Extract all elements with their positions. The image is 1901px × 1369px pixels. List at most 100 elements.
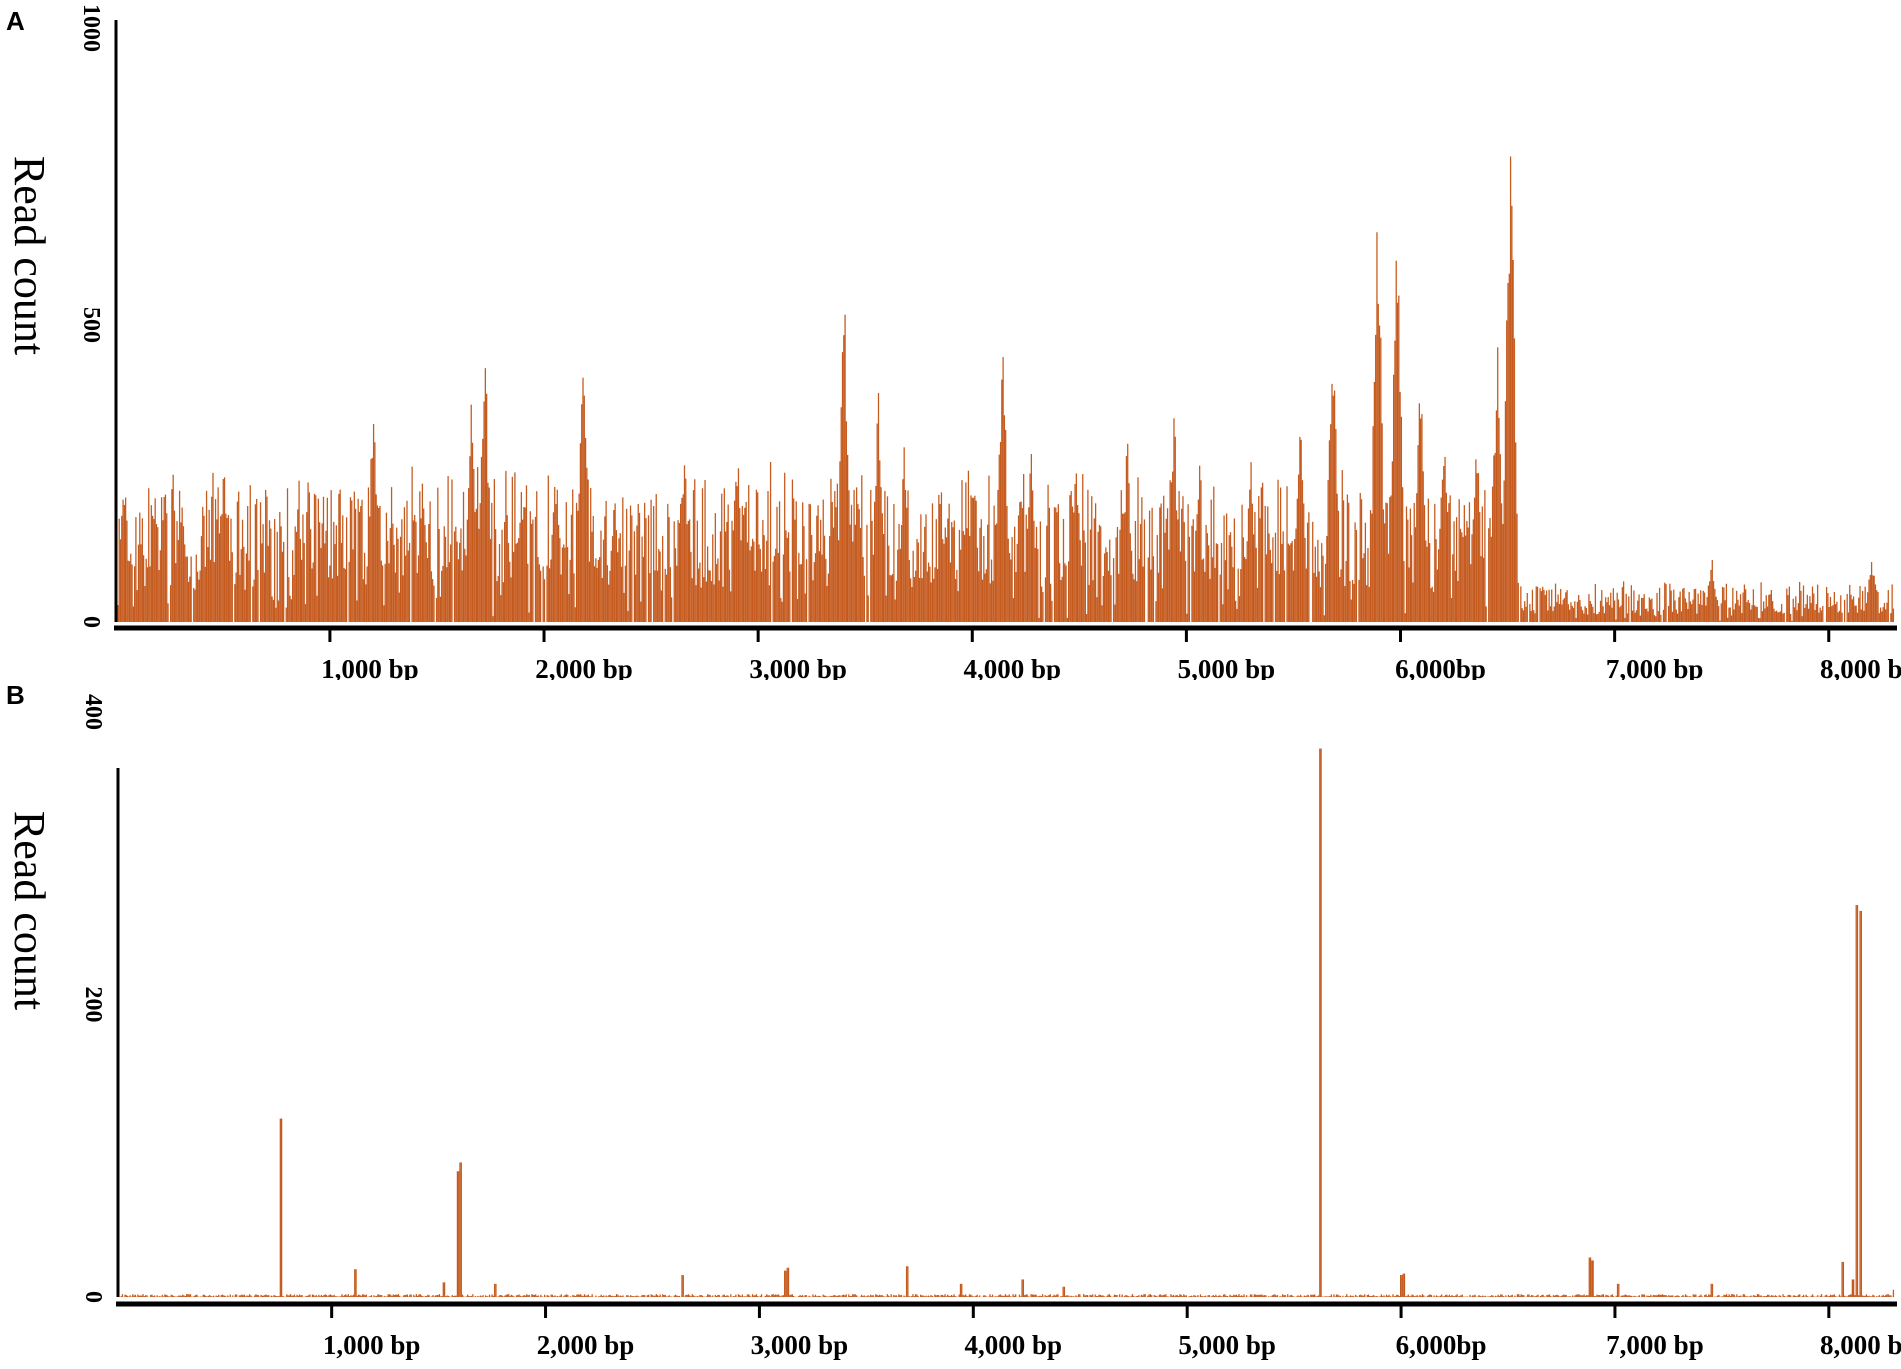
coverage-bar xyxy=(867,1295,869,1297)
coverage-bar xyxy=(492,1295,494,1297)
coverage-bar xyxy=(555,504,557,622)
coverage-bar xyxy=(1319,748,1321,1297)
coverage-bar xyxy=(1096,597,1098,622)
coverage-bar xyxy=(1807,608,1810,622)
coverage-bar xyxy=(1314,1294,1316,1297)
coverage-bar xyxy=(513,1296,515,1297)
coverage-bar xyxy=(1567,604,1570,622)
coverage-bar xyxy=(1197,1295,1199,1297)
coverage-bar xyxy=(739,1295,741,1297)
coverage-bar xyxy=(1462,536,1464,622)
coverage-bar xyxy=(200,1296,202,1297)
coverage-bar xyxy=(602,539,605,622)
coverage-bar xyxy=(1169,480,1171,622)
coverage-bar xyxy=(1507,1294,1510,1297)
coverage-bar xyxy=(1716,1295,1719,1297)
coverage-bar xyxy=(342,515,344,622)
coverage-bar xyxy=(1429,543,1431,622)
coverage-bar xyxy=(875,485,877,622)
coverage-bar xyxy=(1149,1294,1152,1297)
coverage-bar xyxy=(190,556,192,622)
coverage-bar xyxy=(644,502,646,622)
coverage-bar xyxy=(1071,506,1074,622)
coverage-bar xyxy=(353,491,355,622)
coverage-bar xyxy=(274,1295,276,1297)
coverage-bar xyxy=(1165,518,1167,622)
coverage-bar xyxy=(412,520,415,622)
coverage-bar xyxy=(278,1295,280,1297)
coverage-bar xyxy=(760,1294,763,1297)
coverage-bar xyxy=(1360,499,1363,622)
coverage-bar xyxy=(1398,1296,1400,1297)
coverage-bar xyxy=(692,1295,695,1297)
coverage-bar xyxy=(1101,605,1103,622)
coverage-bar xyxy=(1767,1294,1769,1297)
coverage-bar xyxy=(780,1296,782,1297)
coverage-bar xyxy=(1240,569,1242,622)
coverage-bar xyxy=(1529,604,1531,622)
coverage-bar xyxy=(1363,553,1365,622)
coverage-bar xyxy=(311,1294,314,1297)
coverage-bar xyxy=(1443,1296,1445,1297)
coverage-bar xyxy=(1237,1295,1239,1297)
coverage-bar xyxy=(967,470,970,622)
coverage-bar xyxy=(1032,490,1034,622)
coverage-bar xyxy=(658,549,660,622)
coverage-bar xyxy=(635,574,637,622)
coverage-bar xyxy=(1684,1294,1687,1297)
coverage-bar xyxy=(1804,607,1806,622)
coverage-bar xyxy=(500,1295,502,1297)
coverage-bar xyxy=(1076,505,1079,622)
coverage-bar xyxy=(1369,510,1372,622)
coverage-bar xyxy=(1331,383,1333,622)
coverage-bar xyxy=(139,1295,142,1297)
coverage-bar xyxy=(840,407,842,622)
coverage-bar xyxy=(260,1294,262,1297)
coverage-bar xyxy=(572,1294,574,1297)
x-tick-label: 1,000 bp xyxy=(321,654,419,680)
coverage-bar xyxy=(1392,1294,1394,1297)
coverage-bar xyxy=(335,525,337,622)
coverage-bar xyxy=(1559,1296,1561,1297)
coverage-bar xyxy=(133,1295,135,1297)
coverage-bar xyxy=(673,521,675,622)
coverage-bar xyxy=(1628,596,1630,622)
coverage-bar xyxy=(200,536,203,622)
coverage-bar xyxy=(1490,536,1492,622)
coverage-bar xyxy=(1189,1296,1191,1297)
coverage-bar xyxy=(849,524,851,622)
coverage-bar xyxy=(170,1294,172,1297)
coverage-bar xyxy=(1811,1294,1814,1297)
coverage-bar xyxy=(1385,1294,1388,1297)
coverage-bar xyxy=(1811,586,1814,622)
coverage-bar xyxy=(1026,1294,1028,1297)
coverage-bar xyxy=(519,522,521,622)
coverage-bar xyxy=(984,1295,986,1297)
coverage-bar xyxy=(223,1295,225,1297)
coverage-bar xyxy=(1842,1261,1845,1297)
coverage-bar xyxy=(947,518,949,622)
coverage-bar xyxy=(587,479,589,622)
coverage-bar xyxy=(1254,512,1256,622)
coverage-bar xyxy=(301,1294,303,1297)
coverage-bar xyxy=(976,547,979,622)
coverage-bar xyxy=(1294,539,1296,622)
x-tick-label: 4,000 bp xyxy=(964,654,1062,680)
coverage-bar xyxy=(227,515,230,622)
coverage-bar xyxy=(1288,1296,1290,1297)
coverage-bar xyxy=(245,553,248,622)
coverage-bar xyxy=(1024,1295,1026,1297)
coverage-bar xyxy=(1199,1294,1202,1297)
coverage-bar xyxy=(1641,1294,1643,1297)
coverage-bar xyxy=(1350,599,1352,622)
coverage-bar xyxy=(141,518,143,622)
coverage-bar xyxy=(1684,598,1686,622)
coverage-bar xyxy=(608,584,610,622)
coverage-bar xyxy=(882,1296,885,1297)
coverage-bar xyxy=(1141,497,1143,622)
coverage-bar xyxy=(943,543,945,622)
coverage-bar xyxy=(196,571,199,622)
coverage-bar xyxy=(999,1294,1001,1297)
coverage-bar xyxy=(1186,613,1188,622)
coverage-bar xyxy=(795,501,797,622)
